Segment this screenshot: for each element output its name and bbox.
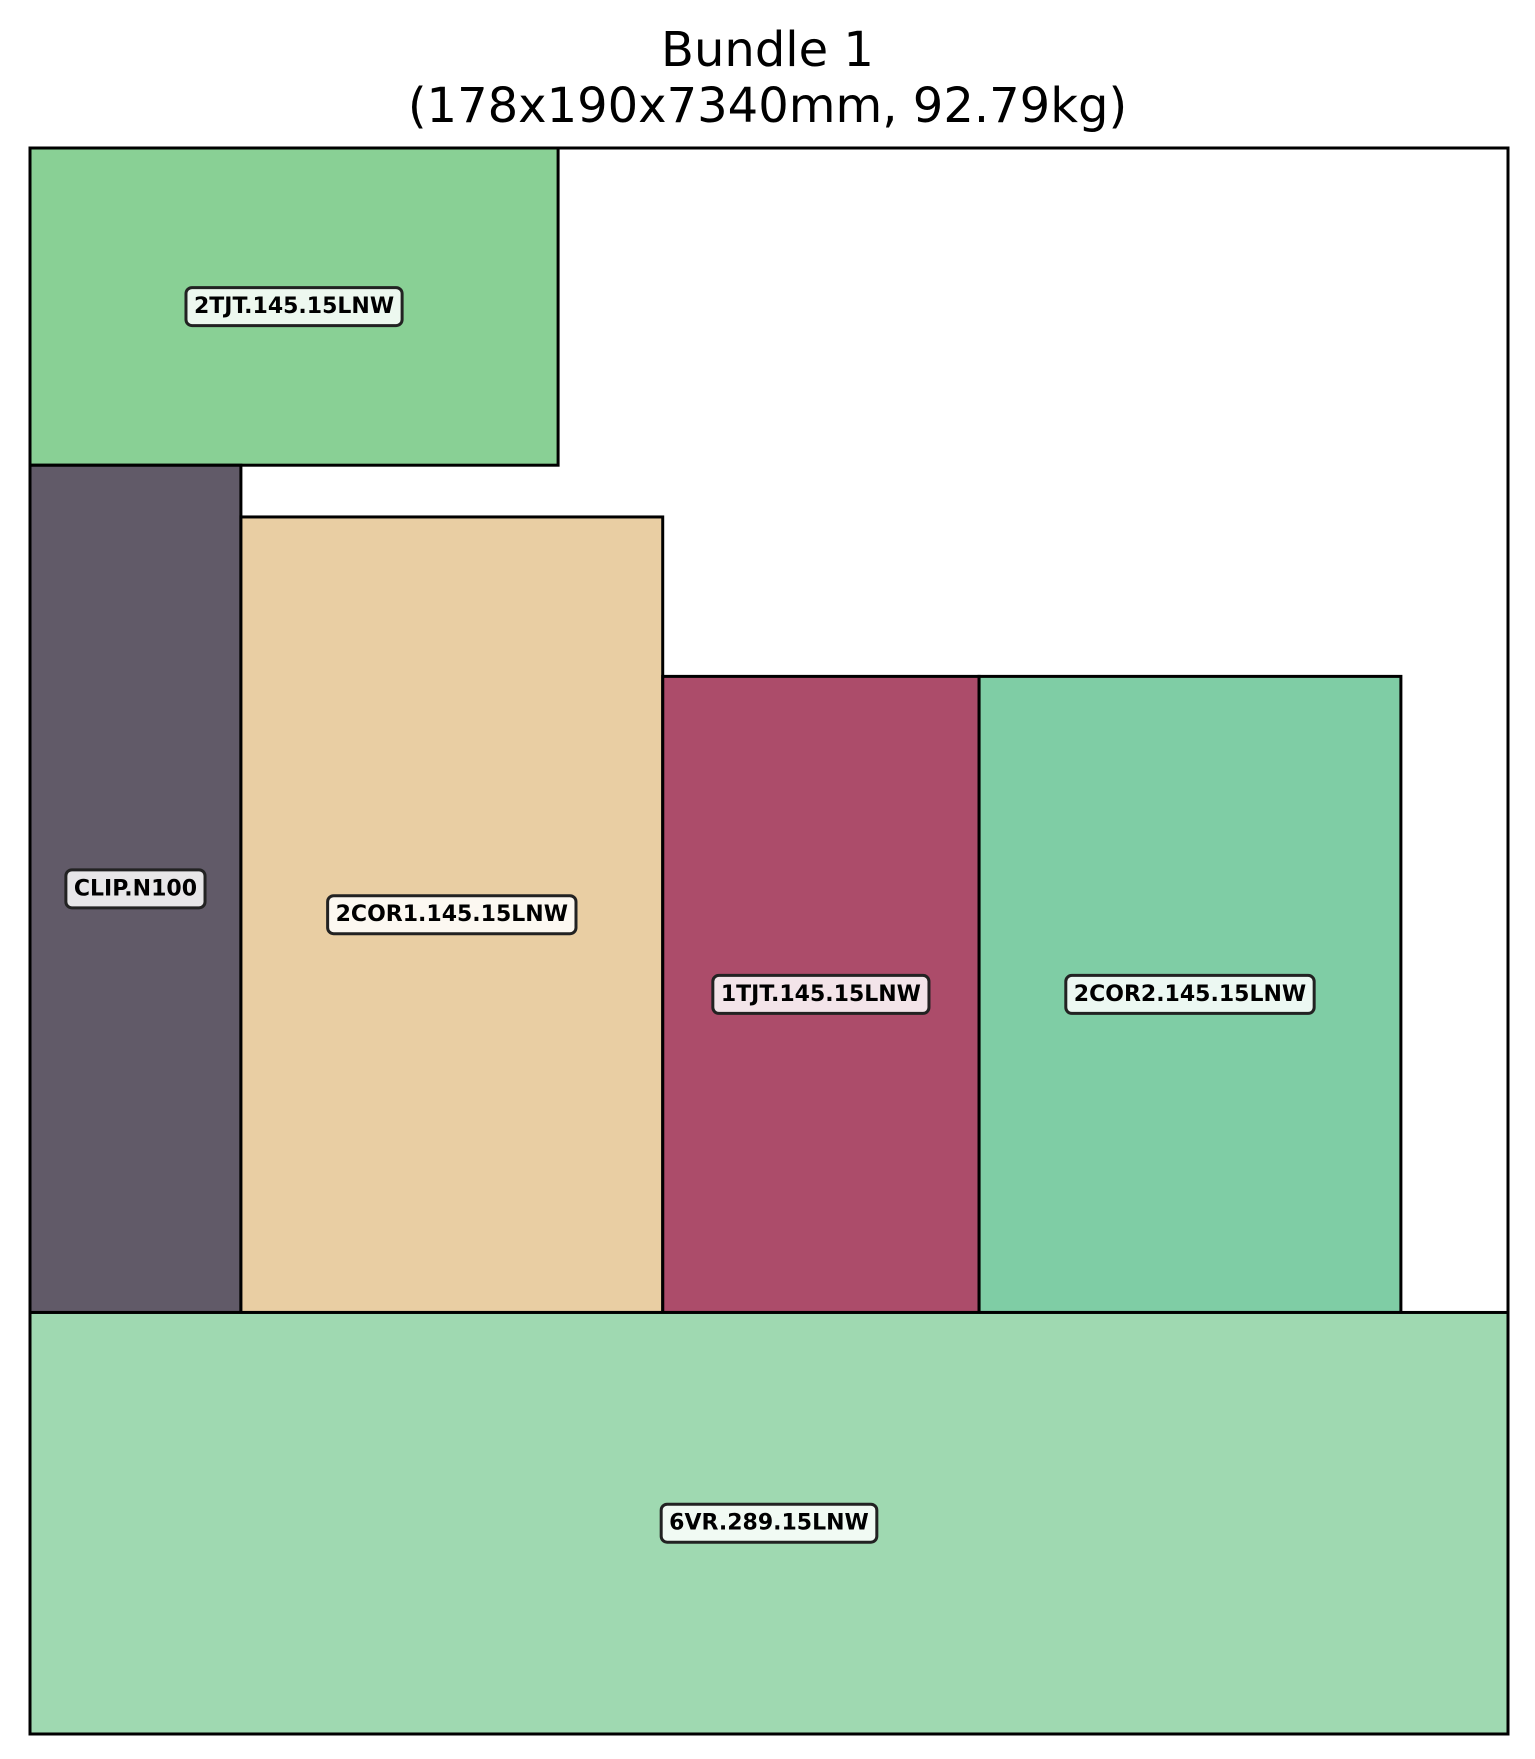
piece-label: 2TJT.145.15LNW: [194, 294, 394, 319]
piece-label: 6VR.289.15LNW: [669, 1511, 869, 1536]
piece-2cor1-145-15lnw: 2COR1.145.15LNW: [239, 515, 665, 1314]
piece-label-box: [184, 286, 404, 328]
piece-label-box: [659, 1502, 879, 1544]
piece-label: CLIP.N100: [74, 876, 197, 901]
piece-2tjt-145-15lnw: 2TJT.145.15LNW: [28, 146, 560, 467]
piece-1tjt-145-15lnw: 1TJT.145.15LNW: [661, 674, 981, 1314]
piece-label: 2COR1.145.15LNW: [336, 902, 568, 927]
piece-label-box: [326, 894, 578, 936]
piece-label-box: [711, 973, 931, 1015]
piece-rect: [28, 146, 560, 467]
piece-label-box: [64, 868, 207, 910]
diagram-title-line2: (178x190x7340mm, 92.79kg): [407, 78, 1128, 134]
diagram-title: Bundle 1 (178x190x7340mm, 92.79kg): [0, 22, 1535, 134]
bundle-outline: [28, 146, 1510, 1736]
piece-6vr-289-15lnw: 6VR.289.15LNW: [28, 1310, 1510, 1736]
piece-label-box: [1064, 973, 1316, 1015]
piece-2cor2-145-15lnw: 2COR2.145.15LNW: [977, 674, 1403, 1314]
piece-clip-n100: CLIP.N100: [28, 463, 243, 1314]
piece-rect: [239, 515, 665, 1314]
piece-label: 1TJT.145.15LNW: [721, 982, 921, 1007]
piece-label: 2COR2.145.15LNW: [1074, 982, 1306, 1007]
pieces-layer: 2TJT.145.15LNW CLIP.N100 2COR1.145.15LNW 1T…: [28, 146, 1510, 1736]
diagram-title-line1: Bundle 1: [661, 22, 874, 78]
